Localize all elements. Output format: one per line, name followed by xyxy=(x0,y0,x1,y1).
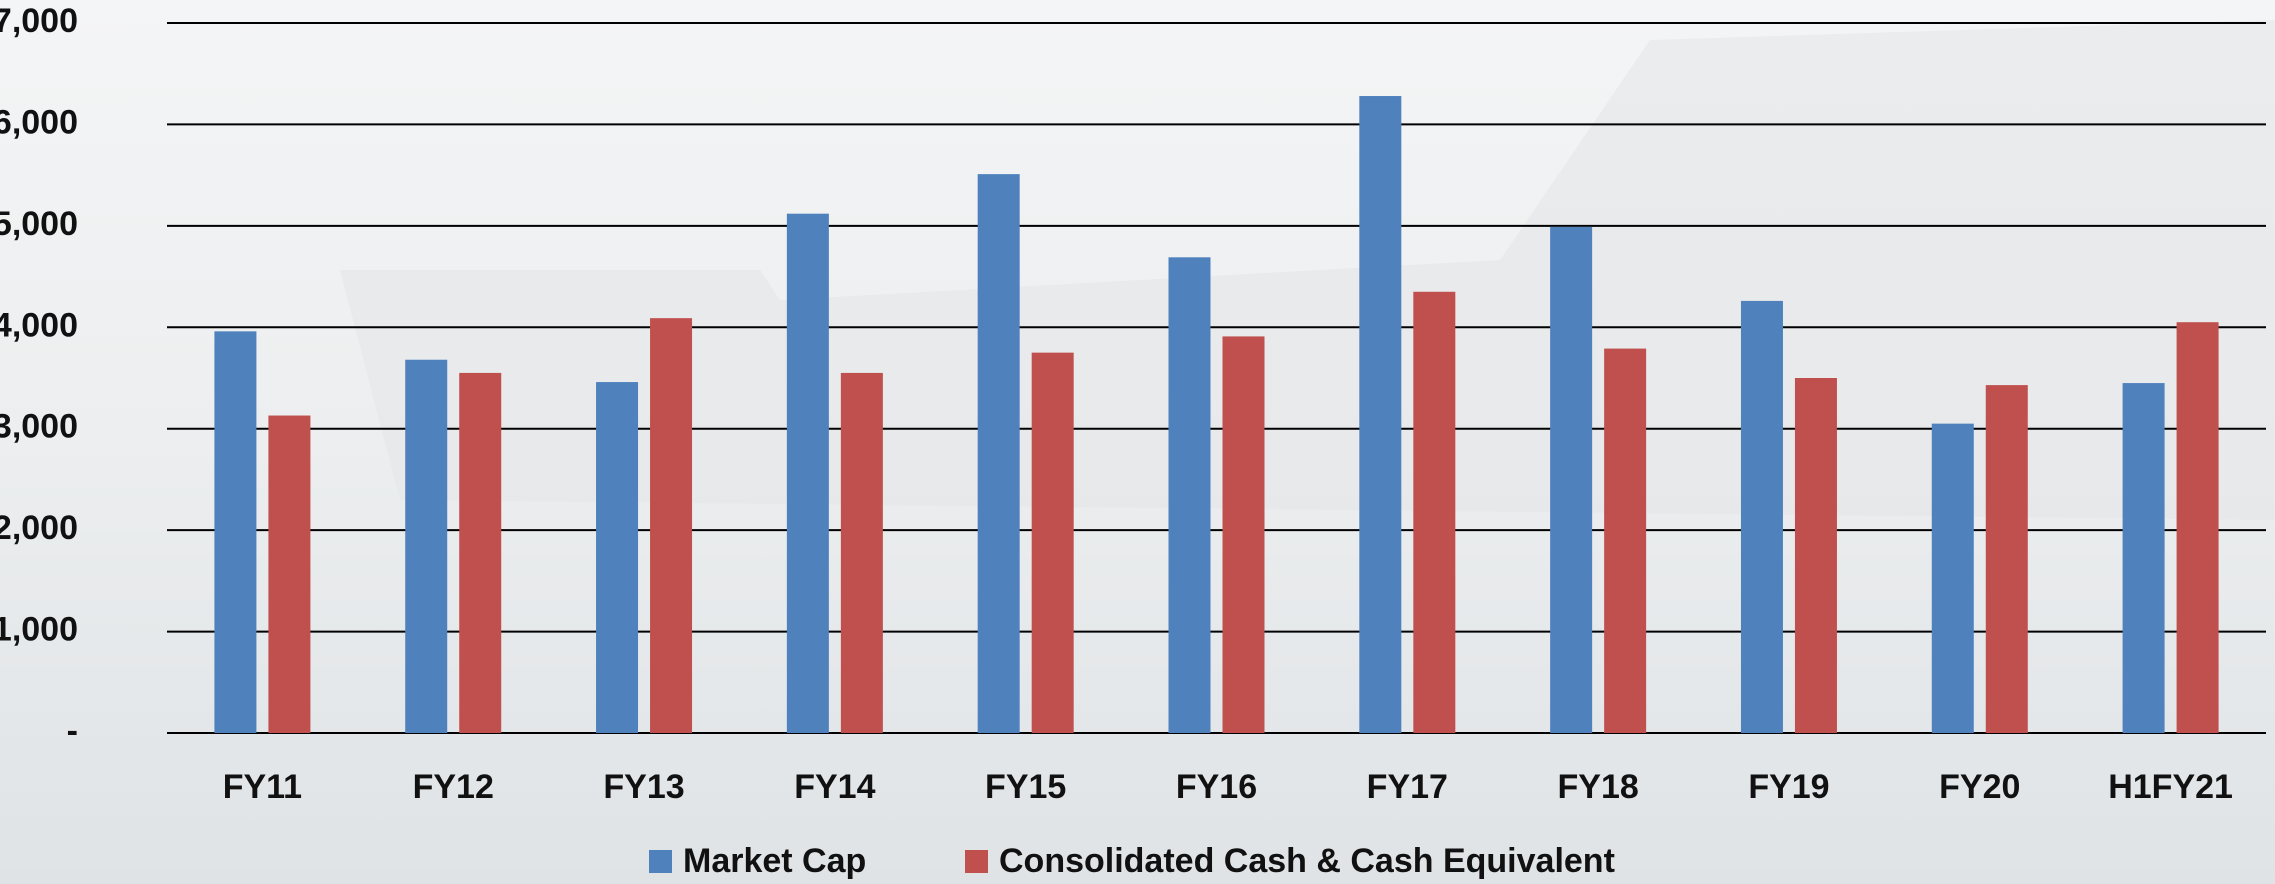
bar xyxy=(787,214,829,733)
y-tick-label: 3,000 xyxy=(0,408,78,446)
chart: - 1,000 2,000 3,000 4,000 5,000 6,000 7,000 FY11… xyxy=(0,0,2275,884)
bar xyxy=(841,373,883,733)
x-tick-label: FY13 xyxy=(603,768,684,806)
bar xyxy=(1932,424,1974,733)
bar xyxy=(1359,96,1401,733)
bar xyxy=(650,318,692,733)
x-tick-label: FY20 xyxy=(1939,768,2020,806)
bar xyxy=(2177,322,2219,733)
bar xyxy=(2123,383,2165,733)
y-tick-label: 1,000 xyxy=(0,611,78,649)
bar xyxy=(459,373,501,733)
y-tick-label: - xyxy=(67,712,78,750)
y-tick-label: 2,000 xyxy=(0,509,78,547)
bar xyxy=(1986,385,2028,733)
legend-label: Consolidated Cash & Cash Equivalent xyxy=(999,842,1615,880)
legend-swatch xyxy=(965,850,988,873)
y-tick-label: 4,000 xyxy=(0,306,78,344)
y-tick-label: 7,000 xyxy=(0,2,78,40)
bar xyxy=(1223,336,1265,733)
x-tick-label: H1FY21 xyxy=(2108,768,2233,806)
y-tick-label: 5,000 xyxy=(0,205,78,243)
bar xyxy=(1741,301,1783,733)
bar xyxy=(405,360,447,733)
y-tick-label: 6,000 xyxy=(0,103,78,141)
bar xyxy=(268,416,310,733)
legend-label: Market Cap xyxy=(683,842,866,880)
bar xyxy=(978,174,1020,733)
x-tick-label: FY16 xyxy=(1176,768,1257,806)
x-tick-label: FY17 xyxy=(1367,768,1448,806)
x-tick-label: FY15 xyxy=(985,768,1066,806)
page: {"chart_data": {"type": "bar", "categori… xyxy=(0,0,2275,884)
bar xyxy=(1604,349,1646,733)
bar xyxy=(1413,292,1455,733)
bar xyxy=(1032,353,1074,733)
bar xyxy=(1169,257,1211,733)
x-tick-label: FY18 xyxy=(1558,768,1639,806)
x-tick-label: FY11 xyxy=(223,768,302,806)
x-tick-label: FY12 xyxy=(413,768,494,806)
x-tick-label: FY19 xyxy=(1748,768,1829,806)
x-tick-label: FY14 xyxy=(794,768,875,806)
bar xyxy=(1550,227,1592,733)
legend-swatch xyxy=(649,850,672,873)
bar xyxy=(596,382,638,733)
bar xyxy=(1795,378,1837,733)
bar xyxy=(214,331,256,733)
